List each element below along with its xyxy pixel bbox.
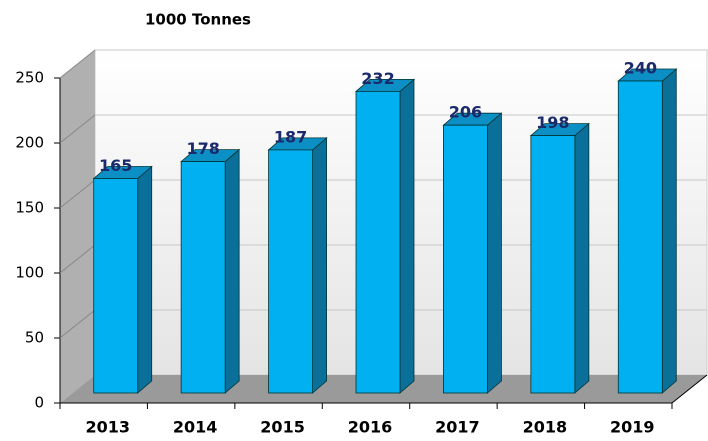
x-tick-label: 2018 xyxy=(523,418,568,437)
grid-line xyxy=(59,309,96,339)
x-axis-depth xyxy=(671,374,708,404)
y-tick-label: 150 xyxy=(15,199,44,217)
chart-title: 1000 Tonnes xyxy=(145,11,251,29)
bar-side xyxy=(487,112,502,394)
bar xyxy=(443,124,488,394)
y-tick-label: 100 xyxy=(15,264,44,282)
grid-line xyxy=(59,179,96,209)
bar-side xyxy=(661,68,677,394)
bar xyxy=(530,135,576,394)
x-tick-label: 2015 xyxy=(260,418,305,437)
x-tick-label: 2014 xyxy=(173,418,218,437)
value-label: 206 xyxy=(449,103,482,122)
grid-line xyxy=(59,244,96,274)
x-tick-label: 2016 xyxy=(348,418,393,437)
bar-side xyxy=(399,78,415,394)
grid-line xyxy=(59,114,96,144)
y-tick-label: 250 xyxy=(15,69,44,87)
y-tick-label: 200 xyxy=(15,134,44,152)
grid-line xyxy=(59,49,96,79)
bar-side xyxy=(312,137,327,394)
value-label: 165 xyxy=(99,156,132,175)
bar xyxy=(617,80,663,394)
bar-side xyxy=(137,165,153,394)
value-label: 232 xyxy=(361,69,394,88)
y-tick-label: 50 xyxy=(25,329,44,347)
x-tick-label: 2013 xyxy=(85,418,130,437)
bar xyxy=(180,161,226,394)
bar-side xyxy=(224,148,240,394)
x-tick-label: 2017 xyxy=(435,418,480,437)
bar xyxy=(268,149,313,394)
value-label: 187 xyxy=(274,127,307,146)
side-wall xyxy=(60,50,95,403)
value-label: 240 xyxy=(624,59,657,78)
bar-side xyxy=(574,122,590,394)
x-tick-label: 2019 xyxy=(610,418,655,437)
value-label: 178 xyxy=(186,139,219,158)
y-tick-label: 0 xyxy=(34,394,44,412)
value-label: 198 xyxy=(536,113,569,132)
bar xyxy=(93,178,139,394)
bar xyxy=(355,91,401,394)
